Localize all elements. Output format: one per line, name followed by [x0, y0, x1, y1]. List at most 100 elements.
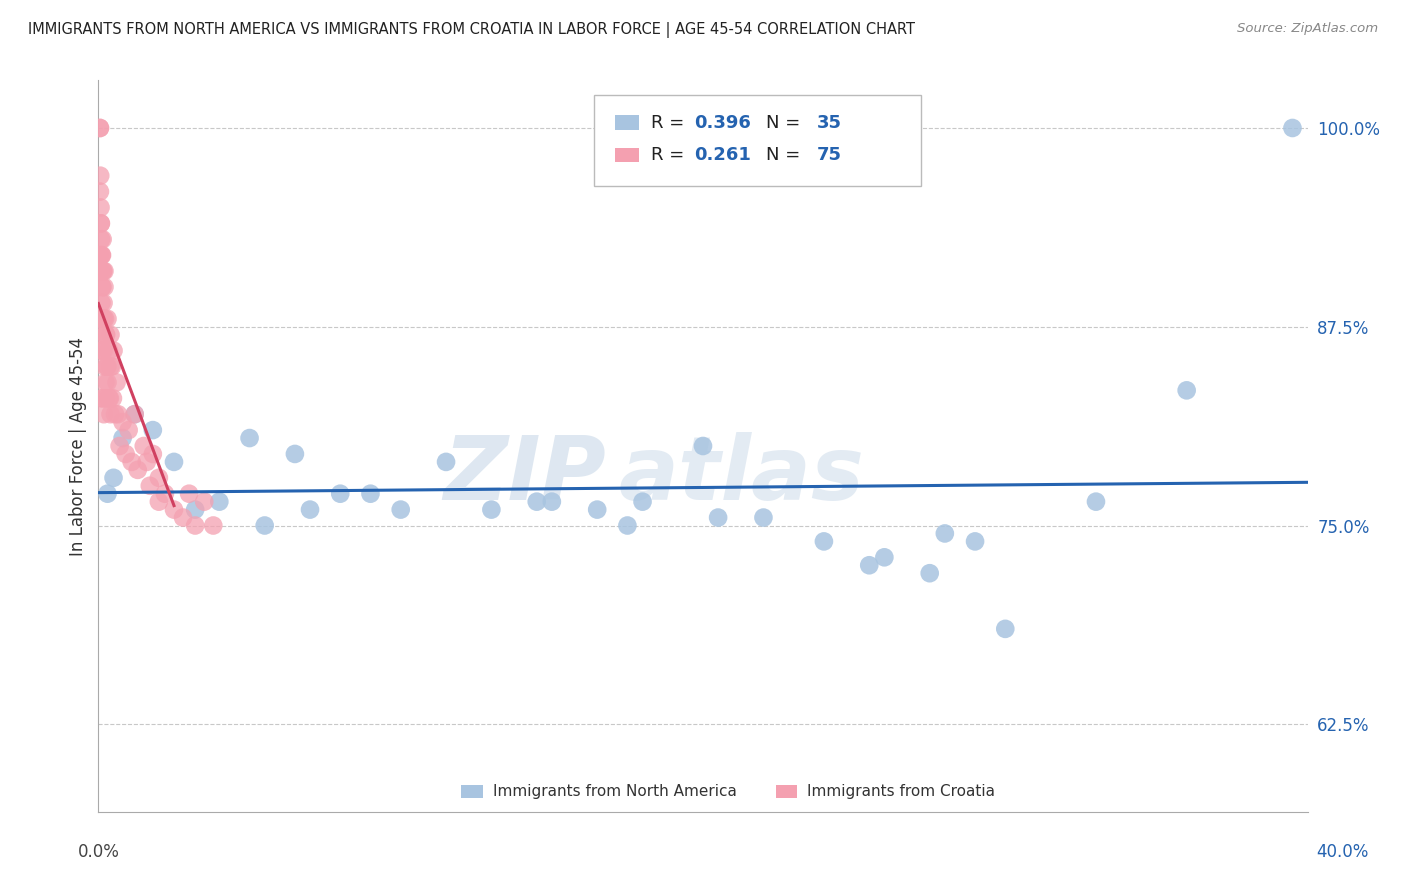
- Point: [752, 510, 775, 524]
- Point: [91, 327, 114, 342]
- Point: [163, 502, 186, 516]
- Point: [93, 311, 115, 326]
- Point: [918, 566, 941, 581]
- Point: [994, 622, 1017, 636]
- Point: [692, 439, 714, 453]
- Point: [96, 359, 118, 374]
- Point: [103, 471, 125, 485]
- Point: [90, 248, 112, 262]
- Point: [98, 392, 121, 406]
- FancyBboxPatch shape: [776, 785, 797, 797]
- Point: [105, 376, 128, 390]
- Point: [540, 494, 562, 508]
- Point: [90, 264, 112, 278]
- Point: [163, 455, 186, 469]
- Point: [90, 311, 112, 326]
- FancyBboxPatch shape: [595, 95, 921, 186]
- Point: [93, 407, 115, 421]
- Point: [96, 486, 118, 500]
- Text: 0.261: 0.261: [695, 146, 751, 164]
- Point: [90, 216, 112, 230]
- Point: [1281, 120, 1303, 135]
- Point: [89, 120, 111, 135]
- Point: [139, 479, 162, 493]
- Point: [94, 392, 117, 406]
- Point: [91, 264, 114, 278]
- Point: [142, 447, 165, 461]
- Point: [208, 494, 231, 508]
- Text: Immigrants from Croatia: Immigrants from Croatia: [807, 784, 995, 798]
- Point: [90, 392, 112, 406]
- Point: [90, 232, 112, 246]
- Point: [93, 264, 115, 278]
- Point: [124, 407, 146, 421]
- Point: [813, 534, 835, 549]
- Point: [91, 232, 114, 246]
- Point: [858, 558, 880, 573]
- Text: ZIP: ZIP: [443, 432, 606, 519]
- Point: [100, 327, 122, 342]
- Text: R =: R =: [651, 146, 690, 164]
- Point: [111, 415, 134, 429]
- Point: [89, 248, 111, 262]
- Point: [111, 431, 134, 445]
- Point: [98, 343, 121, 358]
- Point: [104, 407, 127, 421]
- Text: 75: 75: [817, 146, 842, 164]
- Text: 0.396: 0.396: [695, 113, 751, 132]
- Point: [91, 264, 114, 278]
- Point: [179, 486, 201, 500]
- Text: 35: 35: [817, 113, 842, 132]
- Point: [121, 455, 143, 469]
- Text: 0.0%: 0.0%: [77, 843, 120, 861]
- Point: [434, 455, 457, 469]
- Point: [96, 376, 118, 390]
- Point: [93, 359, 115, 374]
- Point: [94, 376, 117, 390]
- Text: Source: ZipAtlas.com: Source: ZipAtlas.com: [1237, 22, 1378, 36]
- Point: [101, 359, 124, 374]
- FancyBboxPatch shape: [614, 115, 638, 130]
- Point: [132, 439, 155, 453]
- Point: [389, 502, 412, 516]
- Point: [100, 407, 122, 421]
- Point: [586, 502, 609, 516]
- Point: [184, 502, 207, 516]
- Point: [114, 447, 136, 461]
- Point: [1085, 494, 1108, 508]
- Point: [91, 248, 114, 262]
- Point: [329, 486, 352, 500]
- Point: [91, 392, 114, 406]
- Point: [360, 486, 382, 500]
- Point: [90, 343, 112, 358]
- Point: [108, 439, 131, 453]
- Point: [481, 502, 503, 516]
- Point: [89, 169, 111, 183]
- Point: [96, 359, 118, 374]
- Point: [90, 216, 112, 230]
- Point: [91, 280, 114, 294]
- Text: N =: N =: [766, 146, 806, 164]
- Point: [526, 494, 548, 508]
- Point: [94, 327, 117, 342]
- Point: [142, 423, 165, 437]
- Text: N =: N =: [766, 113, 806, 132]
- Point: [93, 280, 115, 294]
- Point: [239, 431, 262, 445]
- Point: [96, 311, 118, 326]
- Point: [91, 311, 114, 326]
- Point: [934, 526, 956, 541]
- Point: [100, 359, 122, 374]
- Point: [107, 407, 129, 421]
- Point: [103, 343, 125, 358]
- Point: [965, 534, 987, 549]
- Point: [253, 518, 276, 533]
- Text: IMMIGRANTS FROM NORTH AMERICA VS IMMIGRANTS FROM CROATIA IN LABOR FORCE | AGE 45: IMMIGRANTS FROM NORTH AMERICA VS IMMIGRA…: [28, 22, 915, 38]
- Point: [616, 518, 638, 533]
- Text: R =: R =: [651, 113, 690, 132]
- Point: [93, 296, 115, 310]
- Point: [94, 311, 117, 326]
- Point: [118, 423, 141, 437]
- Point: [299, 502, 322, 516]
- Point: [89, 185, 111, 199]
